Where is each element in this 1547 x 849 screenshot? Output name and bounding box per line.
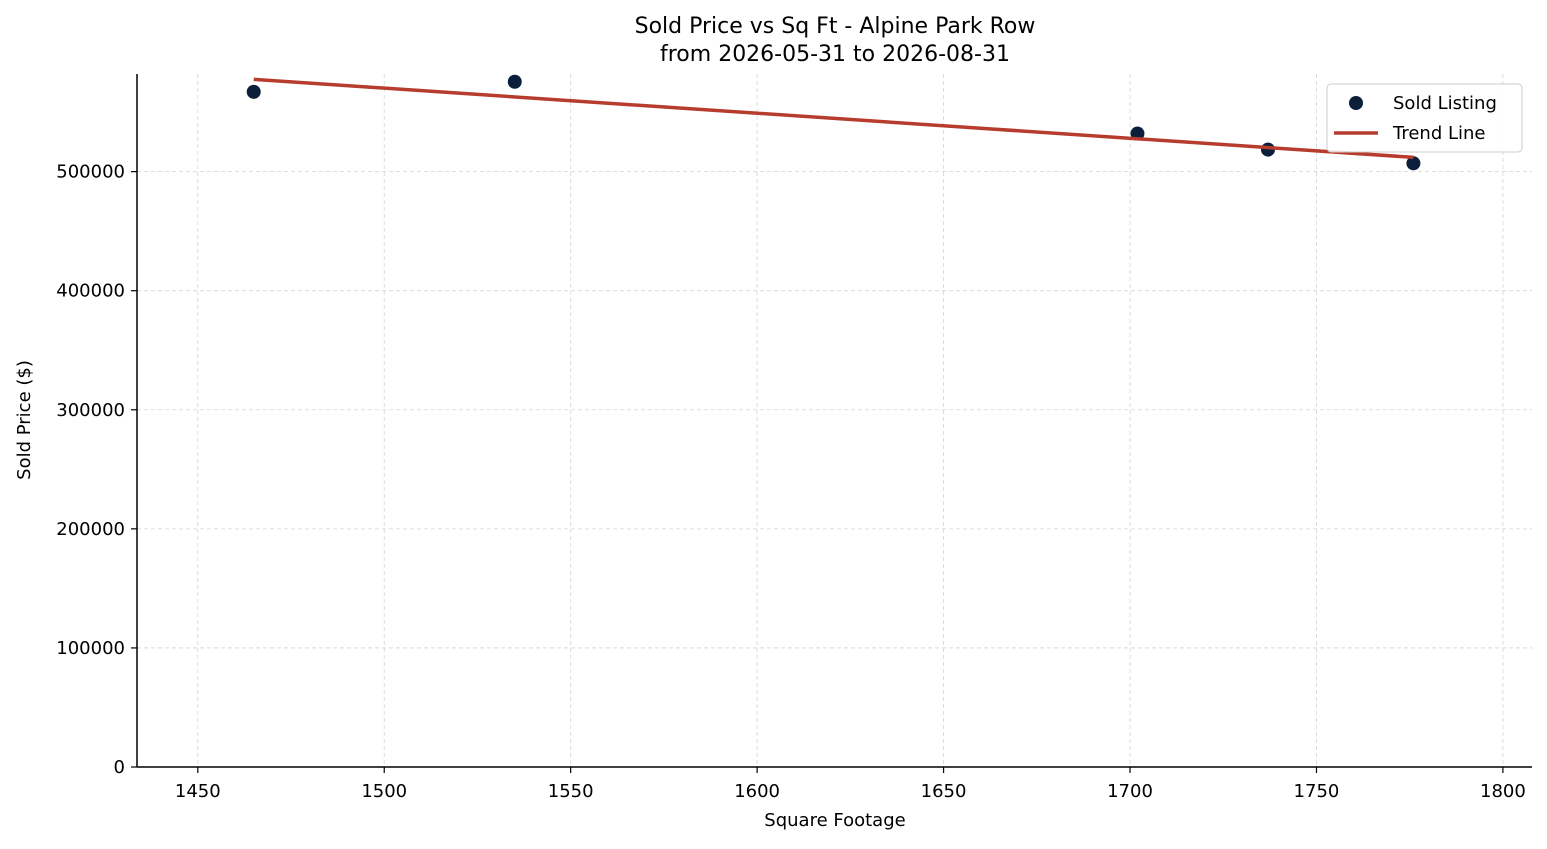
y-tick-label: 100000 — [56, 638, 125, 659]
x-tick-label: 1700 — [1107, 781, 1153, 802]
y-axis-label: Sold Price ($) — [14, 360, 35, 480]
legend-box — [1326, 83, 1523, 153]
legend-entry-label: Sold Listing — [1393, 93, 1497, 114]
y-tick-label: 0 — [114, 757, 125, 778]
x-axis-label: Square Footage — [764, 810, 905, 831]
scatter-point — [1406, 156, 1421, 171]
scatter-point — [246, 84, 261, 99]
series — [246, 74, 1421, 171]
x-tick-label: 1600 — [734, 781, 780, 802]
x-tick-label: 1500 — [361, 781, 407, 802]
y-tick-label: 300000 — [56, 400, 125, 421]
legend-entry-label: Trend Line — [1392, 123, 1486, 144]
chart-subtitle: from 2026-05-31 to 2026-08-31 — [660, 42, 1010, 67]
scatter-point — [507, 74, 522, 89]
ticks: 1450 1500 1550 1600 1650 1700 1750 1800 0 100000 2… — [56, 162, 1526, 802]
legend: Sold Listing Trend Line — [1326, 83, 1523, 153]
y-tick-label: 400000 — [56, 281, 125, 302]
chart-title: Sold Price vs Sq Ft - Alpine Park Row — [635, 14, 1036, 39]
grid — [137, 74, 1532, 768]
x-tick-label: 1650 — [921, 781, 967, 802]
x-tick-label: 1750 — [1294, 781, 1340, 802]
trend-line — [253, 77, 1414, 160]
x-tick-label: 1800 — [1480, 781, 1526, 802]
y-tick-label: 200000 — [56, 519, 125, 540]
x-tick-label: 1450 — [175, 781, 221, 802]
y-tick-label: 500000 — [56, 162, 125, 183]
axes — [136, 74, 1532, 768]
legend-marker-swatch — [1349, 96, 1363, 110]
x-tick-label: 1550 — [548, 781, 594, 802]
